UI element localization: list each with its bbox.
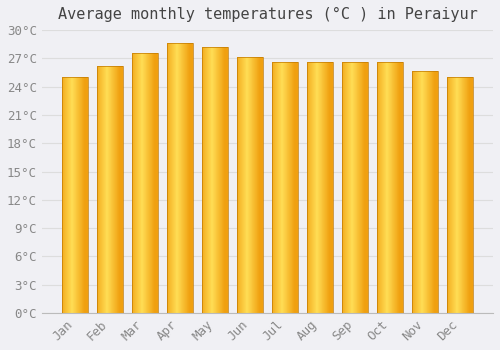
Bar xyxy=(238,57,262,313)
Bar xyxy=(378,62,402,313)
Bar xyxy=(168,43,192,313)
Bar xyxy=(272,62,297,313)
Bar xyxy=(62,77,88,313)
Bar xyxy=(448,77,472,313)
Bar xyxy=(98,66,122,313)
Bar xyxy=(342,62,367,313)
Bar xyxy=(308,62,332,313)
Bar xyxy=(412,71,438,313)
Bar xyxy=(202,47,228,313)
Bar xyxy=(132,53,158,313)
Title: Average monthly temperatures (°C ) in Peraiyur: Average monthly temperatures (°C ) in Pe… xyxy=(58,7,478,22)
